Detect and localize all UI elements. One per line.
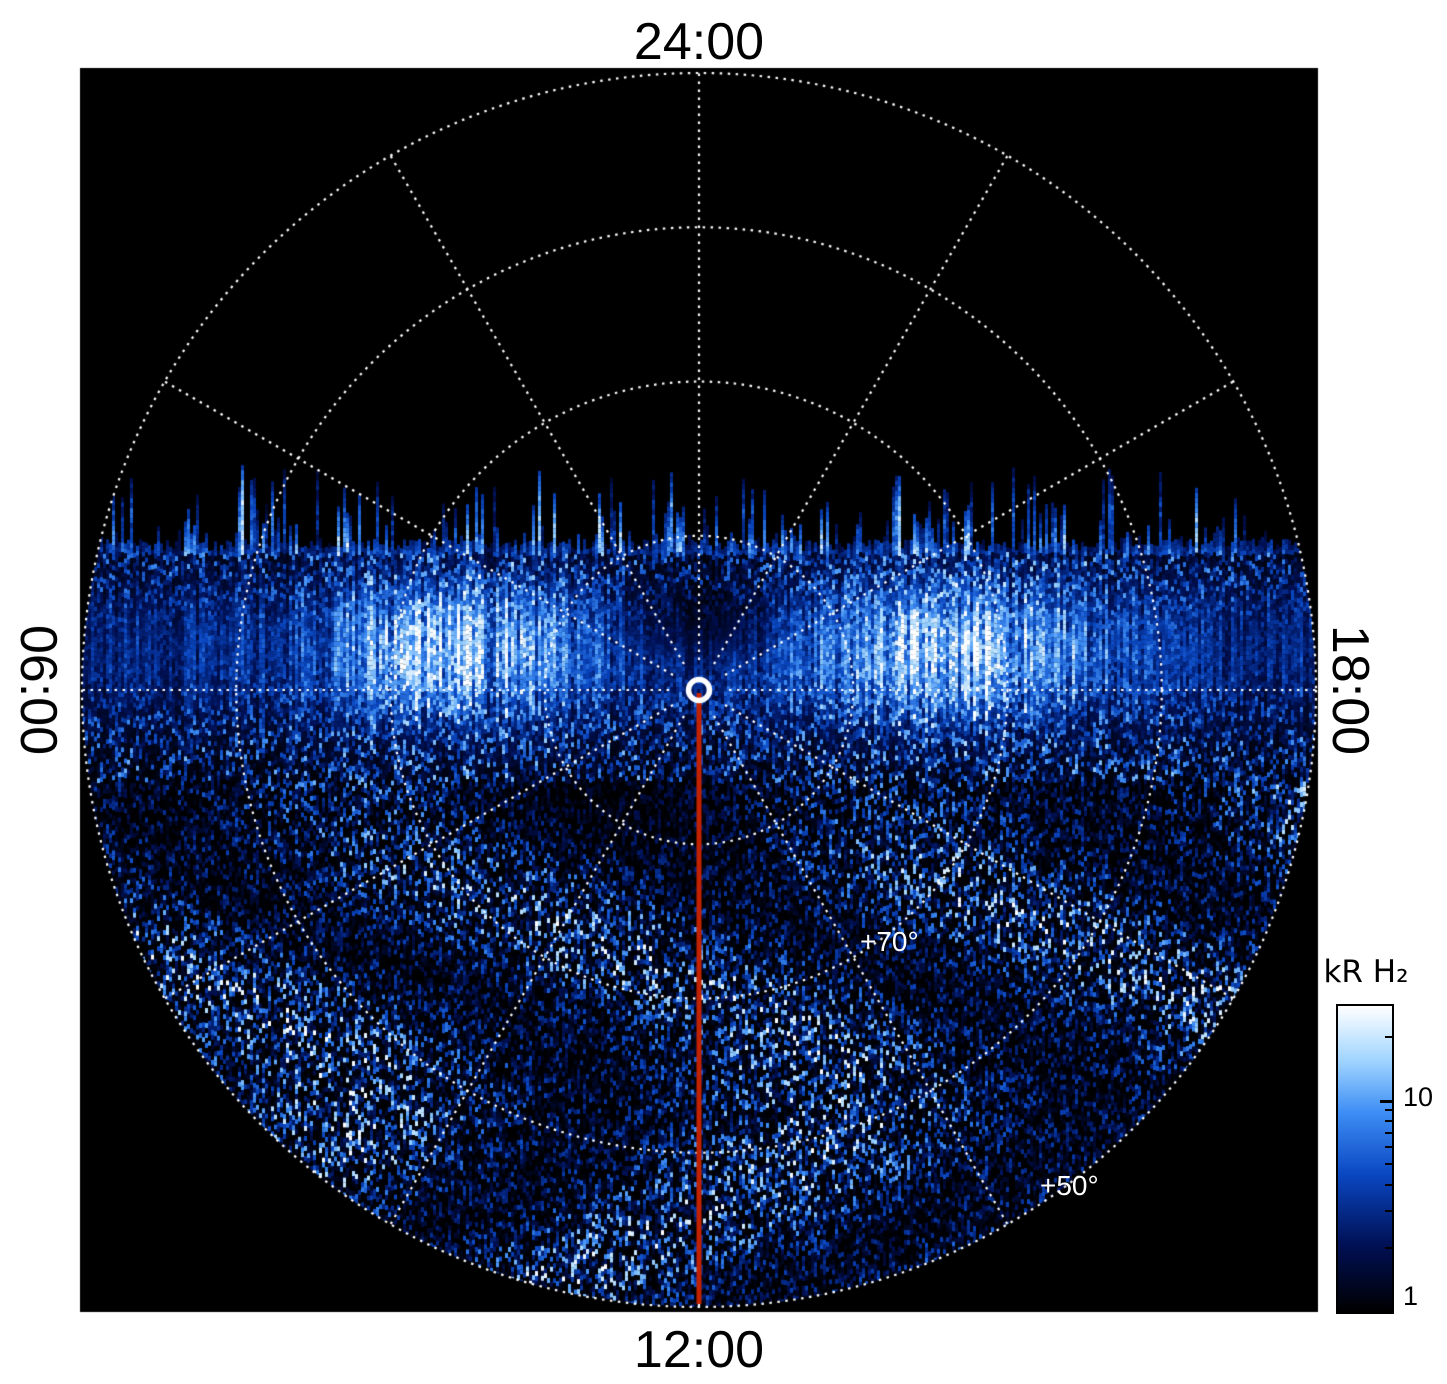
- colorbar-minor-tick-9: [1385, 1109, 1392, 1112]
- colorbar-minor-tick-4: [1385, 1183, 1392, 1186]
- colorbar-minor-tick-2: [1385, 1247, 1392, 1250]
- colorbar-tick-label-10: 10: [1403, 1082, 1434, 1112]
- colorbar-major-tick-10: [1380, 1099, 1392, 1103]
- colorbar-gradient: [1336, 1004, 1394, 1314]
- latitude-ring-label-50: +50°: [1040, 1170, 1099, 1201]
- colorbar-minor-tick-20: [1385, 1035, 1392, 1038]
- colorbar-minor-tick-5: [1385, 1163, 1392, 1166]
- mlt-label-2400: 24:00: [633, 13, 765, 71]
- colorbar-title: kR H₂: [1323, 954, 1409, 990]
- latitude-ring-label-70: +70°: [860, 926, 919, 957]
- mlt-label-1200: 12:00: [633, 1321, 765, 1379]
- colorbar-tick-label-1: 1: [1403, 1281, 1419, 1311]
- colorbar-minor-tick-6: [1385, 1146, 1392, 1149]
- colorbar-major-tick-1: [1380, 1310, 1392, 1313]
- colorbar-minor-tick-3: [1385, 1210, 1392, 1213]
- mlt-label-1800: 18:00: [1321, 624, 1379, 756]
- colorbar-minor-tick-8: [1385, 1120, 1392, 1123]
- mlt-label-0600: 06:00: [9, 624, 67, 756]
- colorbar-minor-tick-7: [1385, 1132, 1392, 1135]
